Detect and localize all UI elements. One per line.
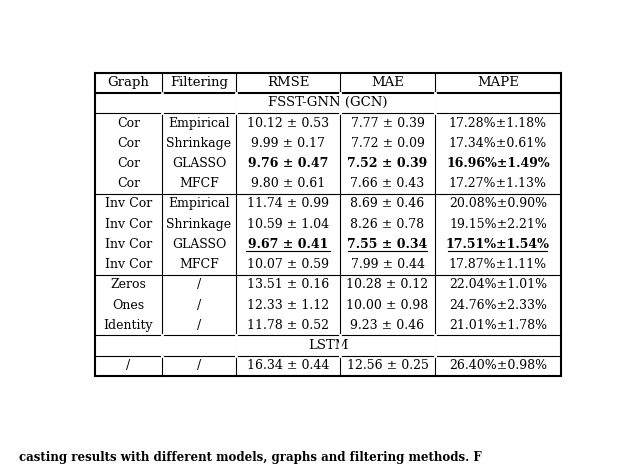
Text: GLASSO: GLASSO xyxy=(172,157,226,170)
Text: /: / xyxy=(197,319,201,332)
Text: Cor: Cor xyxy=(116,157,140,170)
Text: Inv Cor: Inv Cor xyxy=(105,218,152,231)
Text: 12.56 ± 0.25: 12.56 ± 0.25 xyxy=(347,359,428,372)
Text: Empirical: Empirical xyxy=(168,197,230,211)
Text: 16.96%±1.49%: 16.96%±1.49% xyxy=(446,157,550,170)
Text: 17.34%±0.61%: 17.34%±0.61% xyxy=(449,137,547,150)
Text: Inv Cor: Inv Cor xyxy=(105,238,152,251)
Text: /: / xyxy=(197,299,201,311)
Text: 9.99 ± 0.17: 9.99 ± 0.17 xyxy=(252,137,325,150)
Text: 22.04%±1.01%: 22.04%±1.01% xyxy=(449,279,547,291)
Text: Inv Cor: Inv Cor xyxy=(105,258,152,271)
Text: 12.33 ± 1.12: 12.33 ± 1.12 xyxy=(247,299,330,311)
Text: casting results with different models, graphs and filtering methods. F: casting results with different models, g… xyxy=(19,451,482,464)
Text: LSTM: LSTM xyxy=(308,339,348,352)
Text: MAE: MAE xyxy=(371,76,404,89)
Text: Inv Cor: Inv Cor xyxy=(105,197,152,211)
Text: 26.40%±0.98%: 26.40%±0.98% xyxy=(449,359,547,372)
Text: 10.12 ± 0.53: 10.12 ± 0.53 xyxy=(247,117,330,129)
Text: 19.15%±2.21%: 19.15%±2.21% xyxy=(449,218,547,231)
Text: RMSE: RMSE xyxy=(267,76,310,89)
Text: 17.28%±1.18%: 17.28%±1.18% xyxy=(449,117,547,129)
Text: 17.27%±1.13%: 17.27%±1.13% xyxy=(449,177,547,190)
Text: 7.66 ± 0.43: 7.66 ± 0.43 xyxy=(350,177,425,190)
Text: FSST-GNN (GCN): FSST-GNN (GCN) xyxy=(268,96,388,109)
Text: Identity: Identity xyxy=(104,319,153,332)
Text: MFCF: MFCF xyxy=(179,258,219,271)
Text: Shrinkage: Shrinkage xyxy=(166,137,232,150)
Text: 7.55 ± 0.34: 7.55 ± 0.34 xyxy=(348,238,428,251)
Text: Filtering: Filtering xyxy=(170,76,228,89)
Text: 10.28 ± 0.12: 10.28 ± 0.12 xyxy=(346,279,429,291)
Text: 17.51%±1.54%: 17.51%±1.54% xyxy=(446,238,550,251)
Text: /: / xyxy=(197,359,201,372)
Text: 10.59 ± 1.04: 10.59 ± 1.04 xyxy=(247,218,330,231)
Text: 17.87%±1.11%: 17.87%±1.11% xyxy=(449,258,547,271)
Text: 10.07 ± 0.59: 10.07 ± 0.59 xyxy=(247,258,330,271)
Text: MAPE: MAPE xyxy=(477,76,519,89)
Text: Empirical: Empirical xyxy=(168,117,230,129)
Text: Graph: Graph xyxy=(108,76,149,89)
Text: 20.08%±0.90%: 20.08%±0.90% xyxy=(449,197,547,211)
Text: Cor: Cor xyxy=(116,137,140,150)
Text: 8.26 ± 0.78: 8.26 ± 0.78 xyxy=(351,218,424,231)
Text: 9.80 ± 0.61: 9.80 ± 0.61 xyxy=(251,177,326,190)
Text: 7.52 ± 0.39: 7.52 ± 0.39 xyxy=(348,157,428,170)
Text: 16.34 ± 0.44: 16.34 ± 0.44 xyxy=(247,359,330,372)
Text: 9.67 ± 0.41: 9.67 ± 0.41 xyxy=(248,238,328,251)
Text: 24.76%±2.33%: 24.76%±2.33% xyxy=(449,299,547,311)
Text: MFCF: MFCF xyxy=(179,177,219,190)
Text: Cor: Cor xyxy=(116,117,140,129)
Text: 7.72 ± 0.09: 7.72 ± 0.09 xyxy=(351,137,424,150)
Text: Ones: Ones xyxy=(112,299,145,311)
Text: Zeros: Zeros xyxy=(111,279,147,291)
Text: /: / xyxy=(197,279,201,291)
Text: 7.77 ± 0.39: 7.77 ± 0.39 xyxy=(351,117,424,129)
Text: Cor: Cor xyxy=(116,177,140,190)
Text: 11.78 ± 0.52: 11.78 ± 0.52 xyxy=(247,319,330,332)
Text: 10.00 ± 0.98: 10.00 ± 0.98 xyxy=(346,299,429,311)
Text: Shrinkage: Shrinkage xyxy=(166,218,232,231)
Text: 9.76 ± 0.47: 9.76 ± 0.47 xyxy=(248,157,328,170)
Text: 7.99 ± 0.44: 7.99 ± 0.44 xyxy=(351,258,424,271)
Text: 21.01%±1.78%: 21.01%±1.78% xyxy=(449,319,547,332)
Text: 11.74 ± 0.99: 11.74 ± 0.99 xyxy=(247,197,330,211)
Text: 9.23 ± 0.46: 9.23 ± 0.46 xyxy=(351,319,424,332)
Text: 8.69 ± 0.46: 8.69 ± 0.46 xyxy=(350,197,425,211)
Text: 13.51 ± 0.16: 13.51 ± 0.16 xyxy=(247,279,330,291)
Text: /: / xyxy=(126,359,131,372)
Text: GLASSO: GLASSO xyxy=(172,238,226,251)
